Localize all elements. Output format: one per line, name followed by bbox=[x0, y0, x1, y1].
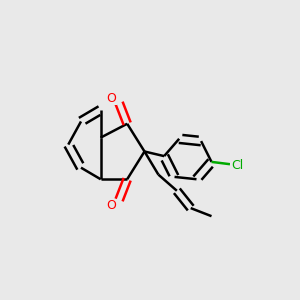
Text: Cl: Cl bbox=[231, 159, 243, 172]
Text: O: O bbox=[106, 92, 116, 105]
Text: O: O bbox=[106, 199, 116, 212]
